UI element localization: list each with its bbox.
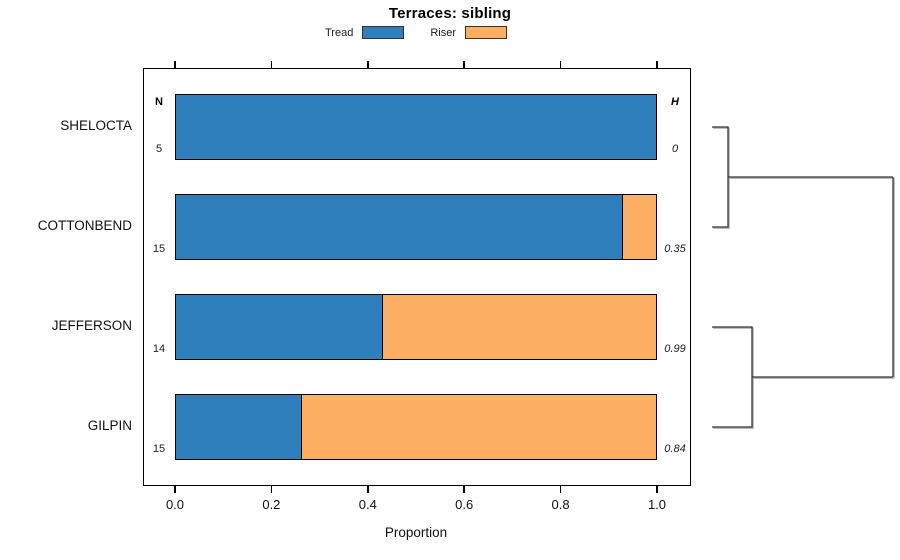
chart-title: Terraces: sibling xyxy=(388,5,512,22)
h-value: 0.99 xyxy=(664,343,686,355)
x-tick-top xyxy=(367,61,369,68)
x-tick-bottom xyxy=(174,486,176,493)
bar-row xyxy=(175,194,657,260)
h-value: 0 xyxy=(671,143,679,155)
bar-row xyxy=(175,94,657,160)
x-tick-label: 0.2 xyxy=(262,497,281,512)
x-tick-top xyxy=(270,61,273,68)
category-label: JEFFERSON xyxy=(51,318,132,333)
bar-row xyxy=(175,394,657,460)
x-tick-top xyxy=(656,61,658,68)
h-value: 0.35 xyxy=(664,243,686,255)
x-tick-bottom xyxy=(656,486,658,493)
n-column-header: N xyxy=(155,96,163,108)
h-column-header: H xyxy=(671,96,679,108)
legend-swatch-riser xyxy=(465,26,507,39)
h-value: 0.84 xyxy=(664,443,686,455)
bar-segment-riser xyxy=(300,395,656,459)
legend-item-riser: Riser xyxy=(430,26,507,39)
x-tick-top xyxy=(463,61,465,68)
legend-label-tread: Tread xyxy=(325,26,354,39)
x-tick-bottom xyxy=(367,486,369,493)
chart-legend: Tread Riser xyxy=(325,26,507,39)
bar-segment-tread xyxy=(176,395,301,459)
x-tick-label: 0.4 xyxy=(358,497,377,512)
legend-item-tread: Tread xyxy=(325,26,405,39)
category-label: SHELOCTA xyxy=(60,118,132,133)
bar-segment-riser xyxy=(382,295,656,359)
x-tick-label: 0.8 xyxy=(551,497,570,512)
x-tick-label: 0.0 xyxy=(165,497,185,512)
bar-segment-tread xyxy=(176,295,383,359)
n-value: 5 xyxy=(155,143,163,155)
bar-row xyxy=(175,294,657,360)
x-axis-title: Proportion xyxy=(384,525,448,540)
x-tick-top xyxy=(174,61,176,68)
x-tick-top xyxy=(559,61,562,68)
x-tick-bottom xyxy=(559,486,562,493)
x-tick-label: 1.0 xyxy=(647,497,667,512)
n-value: 15 xyxy=(152,443,166,455)
legend-swatch-tread xyxy=(362,26,405,39)
category-label: GILPIN xyxy=(87,418,132,433)
dendrogram-lines xyxy=(712,126,894,428)
dendrogram-shadow xyxy=(713,127,895,429)
n-value: 14 xyxy=(152,343,166,355)
n-value: 15 xyxy=(152,243,166,255)
category-label: COTTONBEND xyxy=(37,218,132,233)
bar-segment-tread xyxy=(176,195,623,259)
bar-segment-riser xyxy=(622,195,656,259)
x-tick-label: 0.6 xyxy=(455,497,474,512)
x-tick-bottom xyxy=(270,486,273,493)
bar-segment-tread xyxy=(176,95,656,159)
x-tick-bottom xyxy=(463,486,465,493)
legend-label-riser: Riser xyxy=(430,26,456,39)
